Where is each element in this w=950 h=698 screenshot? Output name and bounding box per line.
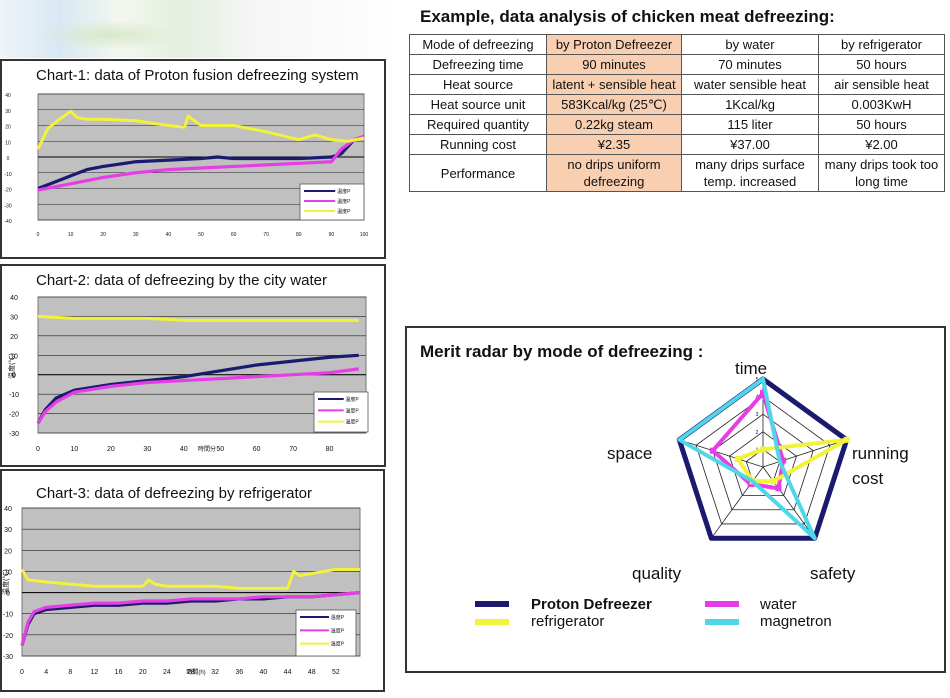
legend-proton: Proton Defreezer [531, 596, 652, 613]
chart-2-panel [0, 264, 386, 467]
table-cell: Heat source unit [409, 94, 547, 115]
table-cell: many drips surface temp. increased [681, 154, 819, 192]
radar-axis-label-time: time [735, 359, 768, 378]
table-cell: 583Kcal/kg (25℃) [546, 94, 682, 115]
table-cell: 0.22kg steam [546, 114, 682, 135]
table-cell: 50 hours [818, 114, 945, 135]
table-cell: ¥2.35 [546, 134, 682, 155]
table-row: Required quantity 0.22kg steam 115 liter… [409, 114, 945, 135]
table-header-cell: by refrigerator [818, 34, 945, 55]
chart-3-panel [0, 469, 385, 692]
legend-swatch-proton [475, 601, 509, 607]
comparison-table: Mode of defreezing by Proton Defreezer b… [409, 34, 945, 192]
table-cell: 115 liter [681, 114, 819, 135]
radar-title: Merit radar by mode of defreezing : [420, 342, 704, 361]
table-cell: Performance [409, 154, 547, 192]
legend-swatch-magnetron [705, 619, 739, 625]
radar-panel [405, 326, 946, 673]
table-cell: Running cost [409, 134, 547, 155]
radar-axis-label-quality: quality [632, 564, 682, 583]
radar-axis-label-space: space [607, 444, 653, 463]
table-cell: 90 minutes [546, 54, 682, 75]
radar-axis-label-running: running [852, 444, 909, 463]
table-header-cell: by Proton Defreezer [546, 34, 682, 55]
radar-axis-label-safety: safety [810, 564, 856, 583]
table-row: Performance no drips uniform defreezing … [409, 154, 945, 192]
legend-water: water [760, 596, 797, 613]
legend-refrigerator: refrigerator [531, 613, 605, 630]
header-decoration-blob [40, 20, 180, 50]
table-row: Heat source unit 583Kcal/kg (25℃) 1Kcal/… [409, 94, 945, 115]
table-row: Running cost ¥2.35 ¥37.00 ¥2.00 [409, 134, 945, 155]
radar-axis-label-cost: cost [852, 469, 884, 488]
legend-swatch-water [705, 601, 739, 607]
table-cell: 1Kcal/kg [681, 94, 819, 115]
table-cell: many drips took too long time [818, 154, 945, 192]
table-cell: 0.003KwH [818, 94, 945, 115]
legend-swatch-refrigerator [475, 619, 509, 625]
table-cell: 70 minutes [681, 54, 819, 75]
chart-1-title: Chart-1: data of Proton fusion defreezin… [36, 67, 359, 84]
chart-2-title: Chart-2: data of defreezing by the city … [36, 272, 327, 289]
chart-3-title: Chart-3: data of defreezing by refrigera… [36, 485, 312, 502]
table-row: Defreezing time 90 minutes 70 minutes 50… [409, 54, 945, 75]
legend-magnetron: magnetron [760, 613, 832, 630]
table-cell: no drips uniform defreezing [546, 154, 682, 192]
page-title: Example, data analysis of chicken meat d… [420, 7, 835, 26]
table-header-cell: by water [681, 34, 819, 55]
table-header-row: Mode of defreezing by Proton Defreezer b… [409, 34, 945, 55]
table-cell: latent + sensible heat [546, 74, 682, 95]
